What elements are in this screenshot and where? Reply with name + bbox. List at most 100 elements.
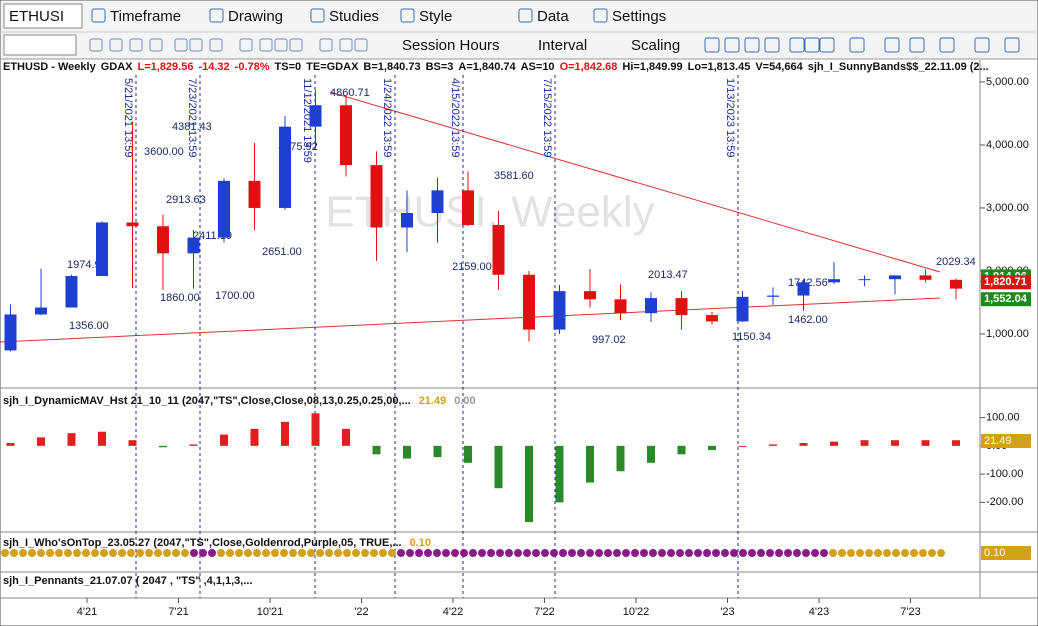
- tool-icon[interactable]: [209, 38, 223, 52]
- menu-item[interactable]: Timeframe: [110, 8, 181, 25]
- state-dot: [523, 549, 531, 557]
- candle-body: [675, 298, 688, 316]
- reading-box-label: 0.10: [984, 547, 1005, 559]
- histogram-bar: [586, 445, 594, 483]
- tool-icon[interactable]: [1004, 37, 1020, 53]
- panel-name: sjh_I_DynamicMAV_Hst 21_10_11 (2047,"TS"…: [3, 395, 411, 407]
- tool-icon[interactable]: [884, 37, 900, 53]
- state-dot: [244, 549, 252, 557]
- tool-icon[interactable]: [274, 38, 288, 52]
- state-dot: [703, 549, 711, 557]
- histogram-bar: [494, 445, 503, 489]
- state-dot: [190, 549, 198, 557]
- header-item: AS=10: [521, 61, 555, 73]
- state-dot: [433, 549, 441, 557]
- state-dot: [811, 549, 819, 557]
- y-tick-label: 5,000.00: [986, 76, 1029, 88]
- menu-item[interactable]: Studies: [329, 8, 379, 25]
- tool-icon[interactable]: [129, 38, 143, 52]
- histogram-bar: [738, 445, 747, 447]
- header-item: -14.32: [198, 61, 229, 73]
- state-dot: [28, 549, 36, 557]
- tool-icon[interactable]: [804, 37, 820, 53]
- tool-icon[interactable]: [319, 38, 333, 52]
- histogram-bar: [830, 441, 838, 446]
- state-dot: [226, 549, 234, 557]
- state-dot: [406, 549, 414, 557]
- candle-body: [584, 291, 596, 300]
- state-dot: [478, 549, 486, 557]
- state-dot: [154, 549, 162, 557]
- annotation: 997.02: [592, 334, 626, 346]
- header-item: TS=0: [275, 61, 302, 73]
- histogram-bar: [311, 413, 320, 446]
- menu-item[interactable]: Session Hours: [402, 37, 500, 54]
- tool-icon[interactable]: [819, 37, 835, 53]
- panel-reading: 0.10: [410, 537, 431, 549]
- header-item: sjh_I_SunnyBands$$_22.11.09 (2...: [808, 61, 989, 73]
- y-tick-label: -100.00: [986, 468, 1023, 480]
- tool-icon[interactable]: [109, 38, 123, 52]
- menu-item[interactable]: Settings: [612, 8, 666, 25]
- menu-item[interactable]: Style: [419, 8, 452, 25]
- price-label: 1,820.71: [984, 276, 1027, 288]
- state-dot: [37, 549, 45, 557]
- candle-body: [950, 279, 962, 289]
- tool-icon[interactable]: [704, 37, 720, 53]
- annotation: 1462.00: [788, 314, 828, 326]
- candle-body: [309, 105, 322, 127]
- state-dot: [127, 549, 135, 557]
- state-dot: [919, 549, 927, 557]
- tool-icon[interactable]: [849, 37, 865, 53]
- menu-item[interactable]: Data: [537, 8, 569, 25]
- state-dot: [694, 549, 702, 557]
- candle-body: [706, 315, 718, 322]
- tool-icon[interactable]: [149, 38, 163, 52]
- state-dot: [181, 549, 189, 557]
- tool-icon[interactable]: [909, 37, 925, 53]
- tool-icon[interactable]: [239, 38, 253, 52]
- candle-body: [645, 298, 657, 314]
- candle-body: [736, 296, 749, 322]
- tool-icon[interactable]: [974, 37, 990, 53]
- tool-icon[interactable]: [724, 37, 740, 53]
- tool-icon[interactable]: [89, 38, 103, 52]
- tool-icon[interactable]: [174, 38, 188, 52]
- date-marker-label: 7/23/2021 13:59: [186, 78, 198, 158]
- state-dot: [622, 549, 630, 557]
- menu-item[interactable]: Drawing: [228, 8, 283, 25]
- state-dot: [856, 549, 864, 557]
- menu-item[interactable]: Interval: [538, 37, 587, 54]
- state-dot: [748, 549, 756, 557]
- tool-icon[interactable]: [744, 37, 760, 53]
- histogram-bar: [708, 445, 716, 451]
- candle-body: [4, 314, 17, 351]
- tool-icon[interactable]: [289, 38, 303, 52]
- state-dot: [937, 549, 945, 557]
- candle-body: [248, 180, 261, 208]
- symbol-box[interactable]: [3, 3, 83, 29]
- tool-icon[interactable]: [189, 38, 203, 52]
- tool-icon[interactable]: [339, 38, 353, 52]
- candle-body: [157, 226, 169, 254]
- state-dot: [109, 549, 117, 557]
- header-item: B=1,840.73: [363, 61, 420, 73]
- symbol[interactable]: ETHUSI: [9, 8, 64, 25]
- candle-body: [96, 222, 108, 277]
- tool-icon[interactable]: [939, 37, 955, 53]
- tool-icon[interactable]: [764, 37, 780, 53]
- header-item: V=54,664: [755, 61, 803, 73]
- state-dot: [793, 549, 801, 557]
- tool-icon[interactable]: [354, 38, 368, 52]
- menu-item[interactable]: Scaling: [631, 37, 680, 54]
- histogram-bar: [952, 440, 960, 446]
- tool-icon[interactable]: [789, 37, 805, 53]
- tool-icon[interactable]: [259, 38, 273, 52]
- header-item: -0.78%: [235, 61, 270, 73]
- dropdown[interactable]: [3, 34, 77, 56]
- date-marker-label: 1/13/2023 13:59: [724, 78, 736, 158]
- state-dot: [658, 549, 666, 557]
- histogram-bar: [769, 444, 777, 446]
- state-dot: [10, 549, 18, 557]
